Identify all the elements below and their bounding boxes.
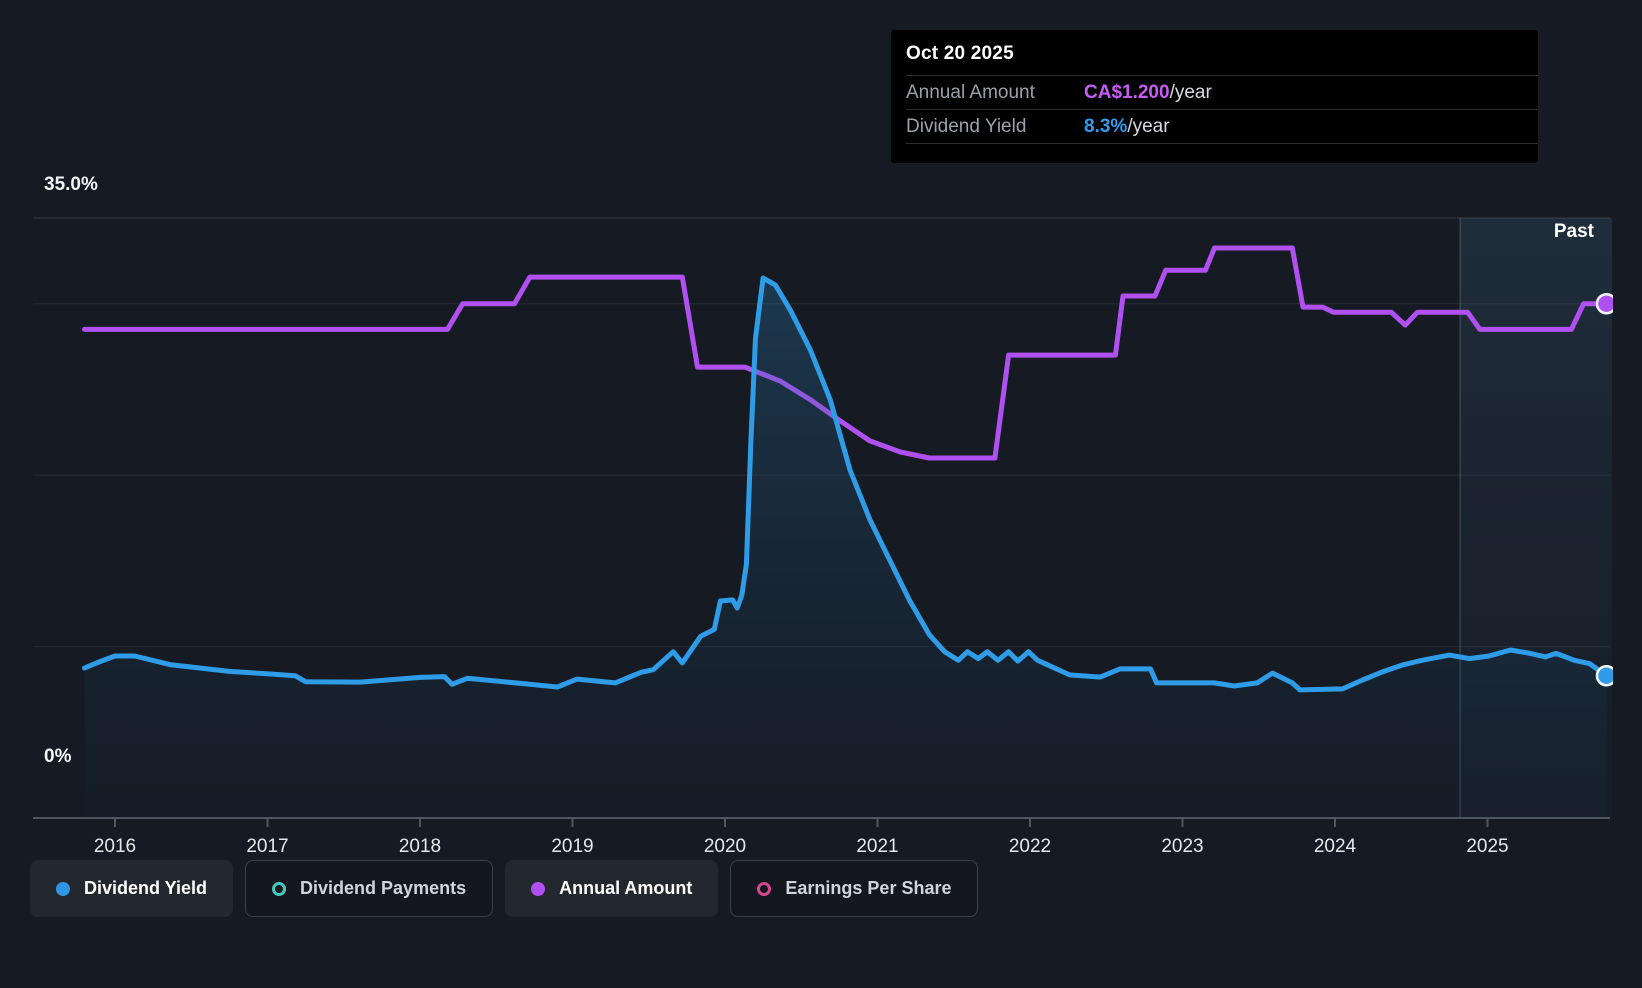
legend-pill-earnings-per-share[interactable]: Earnings Per Share: [730, 860, 979, 917]
y-axis-min-label: 0%: [44, 746, 72, 767]
line-annual-amount: [82, 245, 1609, 461]
legend-label: Dividend Yield: [84, 878, 208, 898]
legend-ring-icon: [272, 881, 287, 896]
legend-dot-icon: [531, 881, 546, 896]
line-dividend-yield: [82, 275, 1609, 693]
x-axis-year-label: 2019: [551, 836, 593, 857]
tooltip-label: Annual Amount: [906, 81, 1035, 103]
endpoint-annual-amount: [1595, 292, 1613, 315]
legend-pill-annual-amount[interactable]: Annual Amount: [505, 860, 719, 917]
chart-tooltip: Oct 20 2025 Annual Amount CA$1.200 /year…: [891, 30, 1538, 163]
tooltip-value-annual-amount: CA$1.200: [1084, 81, 1170, 103]
area-dividend-yield: [84, 278, 1607, 818]
tooltip-date: Oct 20 2025: [906, 43, 1014, 64]
tooltip-suffix: /year: [1127, 115, 1170, 137]
tooltip-suffix: /year: [1169, 81, 1212, 103]
legend-ring-icon: [757, 881, 772, 896]
legend-label: Dividend Payments: [300, 878, 467, 898]
legend-pill-dividend-yield[interactable]: Dividend Yield: [30, 860, 234, 917]
tooltip-label: Dividend Yield: [906, 115, 1027, 137]
x-axis-year-label: 2022: [1009, 836, 1051, 857]
x-axis-year-label: 2021: [856, 836, 898, 857]
legend-pill-dividend-payments[interactable]: Dividend Payments: [245, 860, 494, 917]
tooltip-row-dividend-yield: Dividend Yield 8.3% /year: [906, 109, 1538, 144]
chart-legend: Dividend Yield Dividend Payments Annual Am…: [30, 860, 979, 917]
x-axis-year-label: 2017: [246, 836, 288, 857]
x-axis-year-label: 2020: [704, 836, 746, 857]
tooltip-value-dividend-yield: 8.3%: [1084, 115, 1128, 137]
x-axis-year-label: 2018: [399, 836, 441, 857]
x-axis-year-label: 2024: [1314, 836, 1357, 857]
endpoint-dividend-yield: [1595, 664, 1613, 687]
legend-label: Annual Amount: [559, 878, 693, 898]
legend-dot-icon: [56, 881, 70, 896]
y-axis-max-label: 35.0%: [44, 174, 98, 195]
past-region-label: Past: [1553, 221, 1594, 242]
x-axis-year-label: 2016: [94, 836, 136, 857]
x-axis-year-label: 2023: [1161, 836, 1203, 857]
x-axis-year-label: 2025: [1466, 836, 1508, 857]
legend-label: Earnings Per Share: [785, 878, 952, 898]
tooltip-row-annual-amount: Annual Amount CA$1.200 /year: [906, 75, 1538, 109]
